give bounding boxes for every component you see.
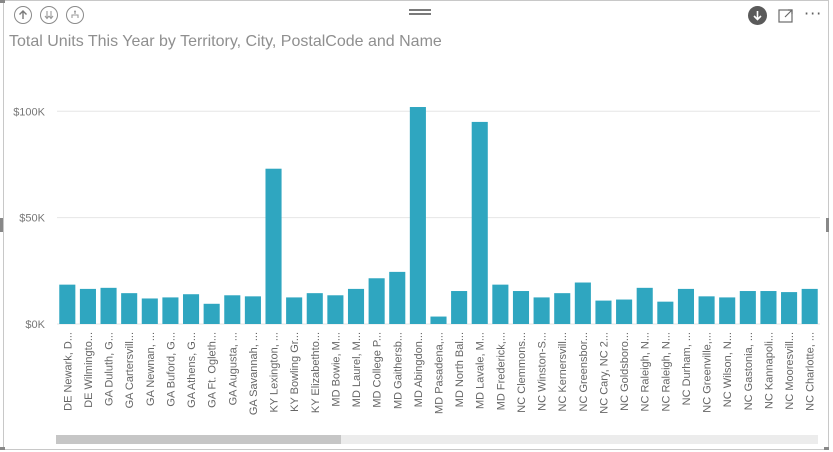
bar[interactable]	[306, 293, 323, 324]
x-tick-label: MD North Bal...	[454, 332, 466, 407]
x-tick-label: MD Bowie, M...	[330, 332, 342, 407]
x-tick-label: MD College P...	[372, 332, 384, 408]
resize-handle-top-left[interactable]	[0, 0, 5, 3]
x-tick-label: MD Pasadena,...	[434, 332, 446, 414]
bar[interactable]	[554, 293, 571, 324]
x-tick-label: GA Buford, G...	[165, 332, 177, 407]
bar[interactable]	[533, 297, 550, 324]
bar[interactable]	[409, 107, 426, 324]
x-tick-label: NC Raleigh, N...	[660, 332, 672, 411]
bar[interactable]	[347, 288, 365, 324]
bar[interactable]	[760, 291, 777, 324]
drill-up-icon[interactable]	[14, 6, 32, 24]
bar[interactable]	[492, 284, 509, 324]
x-tick-label: DE Wilmingto...	[83, 332, 95, 408]
x-tick-label: KY Elizabethto...	[310, 332, 322, 413]
more-options-icon[interactable]: ···	[804, 4, 823, 23]
x-tick-label: MD Lavale, M...	[475, 332, 487, 409]
resize-handle-bottom-left[interactable]	[0, 447, 5, 450]
bar[interactable]	[265, 168, 282, 324]
bar[interactable]	[286, 297, 303, 324]
x-tick-label: NC Wilson, N...	[722, 332, 734, 407]
bar[interactable]	[636, 287, 653, 324]
x-tick-label: NC Winston-S...	[537, 332, 549, 411]
bar[interactable]	[595, 300, 612, 324]
x-tick-label: GA Duluth, G...	[104, 332, 116, 406]
resize-handle-right[interactable]	[826, 218, 829, 232]
drill-mode-icon[interactable]	[748, 6, 767, 25]
horizontal-scrollbar-track[interactable]	[56, 435, 818, 444]
bar[interactable]	[141, 298, 158, 324]
drag-grip-icon[interactable]	[409, 9, 431, 17]
x-tick-label: GA Newnan, ...	[145, 332, 157, 406]
x-tick-label: NC Greensbor...	[578, 332, 590, 411]
resize-handle-left[interactable]	[0, 218, 3, 232]
x-tick-label: NC Kannapoli...	[763, 332, 775, 409]
x-tick-label: NC Clemmons...	[516, 332, 528, 413]
horizontal-scrollbar-thumb[interactable]	[56, 435, 341, 444]
y-tick-label: $50K	[19, 213, 45, 225]
bar[interactable]	[162, 297, 179, 324]
bar[interactable]	[801, 288, 818, 324]
bar[interactable]	[182, 294, 200, 324]
x-tick-label: GA Cartersvill...	[124, 332, 136, 408]
bar[interactable]	[59, 284, 76, 324]
x-tick-label: GA Augusta, ...	[227, 332, 239, 405]
x-tick-label: MD Frederick,...	[495, 332, 507, 410]
bar[interactable]	[698, 296, 715, 324]
x-tick-label: MD Abingdon...	[413, 332, 425, 407]
x-tick-label: MD Laurel, M...	[351, 332, 363, 407]
bar[interactable]	[739, 291, 756, 324]
x-tick-label: GA Savannah, ...	[248, 332, 260, 415]
y-tick-label: $100K	[13, 106, 45, 118]
bar[interactable]	[368, 278, 385, 324]
bar[interactable]	[719, 297, 736, 324]
bar[interactable]	[574, 282, 591, 324]
x-tick-label: NC Gastonia, ...	[743, 332, 755, 410]
bar[interactable]	[677, 288, 695, 324]
bar[interactable]	[100, 287, 117, 324]
bar[interactable]	[430, 316, 447, 324]
bar[interactable]	[121, 293, 138, 324]
bar[interactable]	[512, 291, 530, 324]
x-tick-label: NC Greenville,...	[702, 332, 714, 413]
x-tick-label: NC Cary, NC 2...	[598, 332, 610, 414]
bar[interactable]	[657, 301, 674, 324]
x-tick-label: NC Goldsboro...	[619, 332, 631, 411]
x-tick-label: GA Ft. Ogleth...	[207, 332, 219, 408]
bar[interactable]	[244, 296, 261, 324]
chart-title: Total Units This Year by Territory, City…	[9, 33, 442, 50]
resize-handle-bottom-right[interactable]	[824, 447, 829, 450]
expand-hierarchy-icon[interactable]	[66, 6, 84, 24]
x-tick-label: NC Mooresvill...	[784, 332, 796, 410]
x-tick-label: KY Bowling Gr...	[289, 332, 301, 412]
bar[interactable]	[79, 288, 96, 324]
x-tick-label: NC Raleigh, N...	[640, 332, 652, 411]
bar[interactable]	[471, 121, 488, 324]
bar[interactable]	[389, 271, 406, 324]
focus-mode-icon[interactable]	[777, 7, 795, 25]
bar[interactable]	[224, 295, 241, 324]
x-tick-label: KY Lexington, ...	[269, 332, 281, 413]
x-tick-label: NC Durham, ...	[681, 332, 693, 405]
x-tick-label: NC Kernersvill...	[557, 332, 569, 411]
x-tick-label: MD Gaithersb...	[392, 332, 404, 409]
y-tick-label: $0K	[25, 319, 45, 331]
bar[interactable]	[616, 299, 633, 324]
bar[interactable]	[451, 291, 468, 324]
x-tick-label: NC Charlotte, ...	[805, 332, 817, 411]
bar[interactable]	[203, 303, 220, 324]
x-tick-label: GA Athens, G...	[186, 332, 198, 408]
bar[interactable]	[327, 295, 344, 324]
x-tick-label: DE Newark, D...	[62, 332, 74, 411]
drill-down-all-icon[interactable]	[40, 6, 58, 24]
bar[interactable]	[781, 292, 798, 324]
